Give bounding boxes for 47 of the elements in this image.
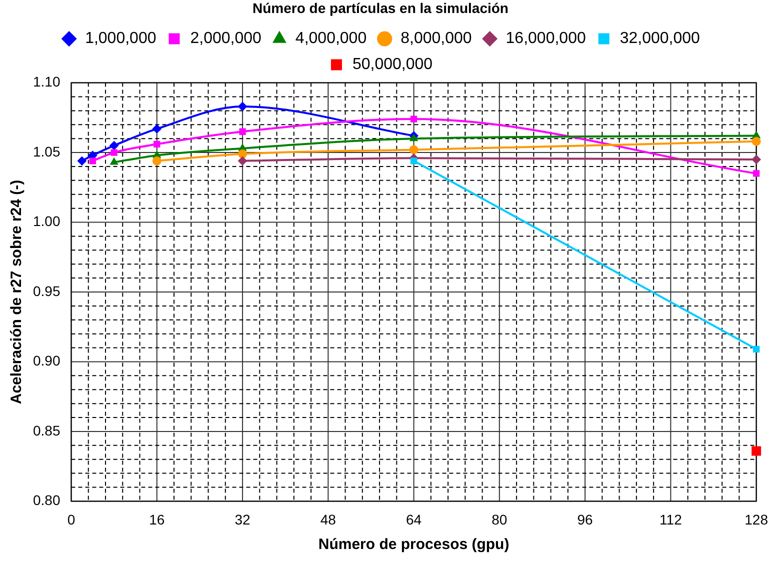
- point: [238, 156, 248, 166]
- x-tick-label: 0: [67, 511, 76, 528]
- x-tick-label: 64: [406, 511, 422, 528]
- point: [752, 170, 760, 177]
- legend-label: 50,000,000: [352, 56, 433, 74]
- legend-label: 2,000,000: [190, 30, 262, 48]
- y-tick-label: 0.85: [33, 422, 60, 438]
- point: [752, 155, 761, 164]
- y-tick-label: 1.00: [33, 213, 60, 230]
- y-tick-label: 1.10: [33, 74, 60, 90]
- y-tick-label: 0.95: [33, 282, 60, 299]
- point: [410, 158, 418, 164]
- point: [238, 102, 248, 112]
- x-tick-label: 80: [492, 511, 508, 528]
- x-tick-label: 48: [320, 511, 336, 528]
- x-axis-title: Número de procesos (gpu): [318, 536, 510, 554]
- x-tick-label: 32: [234, 511, 251, 528]
- y-tick-label: 0.90: [33, 352, 60, 369]
- legend-label: 8,000,000: [400, 30, 472, 48]
- point: [152, 156, 162, 166]
- point: [752, 446, 762, 456]
- point: [110, 158, 118, 165]
- point: [752, 346, 760, 353]
- point: [238, 149, 248, 158]
- legend-title: Número de partículas en la simulación: [252, 0, 508, 16]
- x-tick-label: 112: [660, 511, 682, 528]
- y-tick-label: 0.80: [33, 492, 60, 508]
- point: [89, 158, 96, 164]
- legend-label: 32,000,000: [620, 30, 700, 48]
- y-axis-title: Aceleración de r27 sobre r24 (-): [8, 180, 26, 404]
- point: [409, 145, 418, 154]
- x-tick-label: 128: [744, 511, 768, 528]
- point: [152, 124, 162, 134]
- point: [752, 136, 761, 146]
- y-tick-label: 1.05: [33, 143, 60, 160]
- x-tick-label: 16: [149, 511, 165, 528]
- point: [77, 156, 86, 166]
- point: [239, 128, 246, 135]
- legend-label: 1,000,000: [85, 30, 156, 48]
- legend-label: 16,000,000: [506, 30, 586, 48]
- point: [410, 134, 418, 142]
- legend-label: 4,000,000: [295, 30, 367, 48]
- x-tick-label: 96: [577, 511, 594, 528]
- point: [110, 141, 119, 150]
- point: [410, 116, 418, 122]
- point: [110, 149, 118, 156]
- point: [154, 140, 160, 148]
